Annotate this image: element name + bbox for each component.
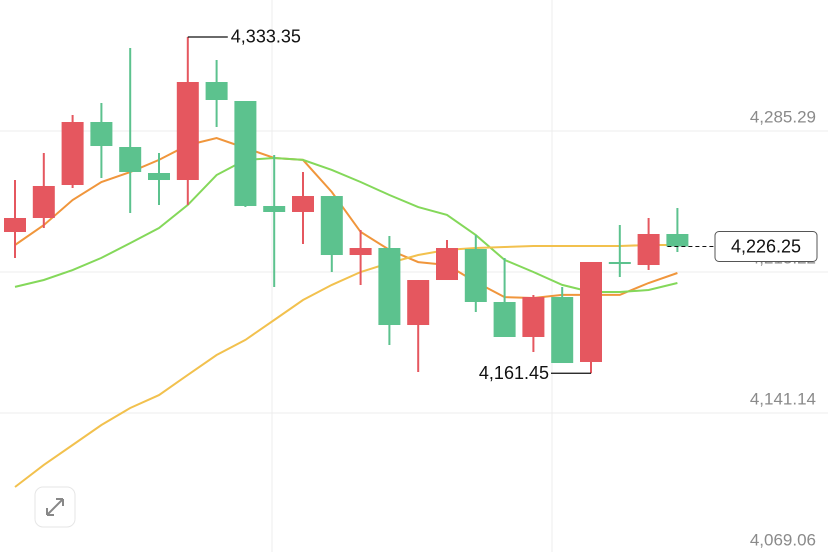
- candle-body: [292, 196, 314, 212]
- grid: [0, 130, 828, 414]
- annotations: 4,333.35 4,161.45 4,226.25: [187, 27, 818, 383]
- expand-icon: [46, 498, 64, 516]
- last-price-label: 4,226.25: [731, 236, 801, 256]
- low-label: 4,161.45: [479, 363, 549, 383]
- candle-body: [349, 248, 372, 256]
- y-tick-label: 4,285.29: [750, 107, 816, 126]
- candle-body: [666, 234, 689, 247]
- candles: [4, 36, 689, 374]
- candle-body: [551, 297, 574, 364]
- candle-body: [61, 122, 84, 185]
- candle-body: [637, 234, 660, 266]
- last-price-box: [714, 231, 818, 263]
- candle-body: [263, 206, 286, 212]
- y-tick-label: 4,141.14: [750, 389, 816, 408]
- candle-body: [407, 280, 430, 326]
- candle-body: [4, 217, 26, 233]
- candle-body: [148, 173, 170, 181]
- expand-button[interactable]: [34, 486, 76, 528]
- candle-body: [580, 261, 602, 362]
- moving-averages: [14, 136, 678, 488]
- candle-body: [205, 82, 228, 101]
- candle-body: [90, 122, 113, 147]
- y-axis: 4,285.294,213.224,141.144,069.06: [750, 107, 816, 549]
- candle-body: [234, 100, 257, 207]
- candle-body: [119, 147, 142, 173]
- moving-average-line: [14, 244, 678, 488]
- candle-body: [320, 196, 343, 256]
- candle-body: [32, 185, 55, 218]
- candle-body: [493, 301, 516, 337]
- moving-average-line: [14, 156, 678, 293]
- candle-body: [176, 82, 199, 181]
- moving-average-line: [14, 136, 678, 300]
- y-tick-label: 4,069.06: [750, 530, 816, 549]
- high-label: 4,333.35: [231, 27, 301, 47]
- candle-body: [436, 248, 458, 281]
- candle-body: [464, 249, 487, 302]
- candle-body: [522, 297, 545, 337]
- candle-body: [378, 248, 401, 326]
- candle-body: [608, 261, 631, 265]
